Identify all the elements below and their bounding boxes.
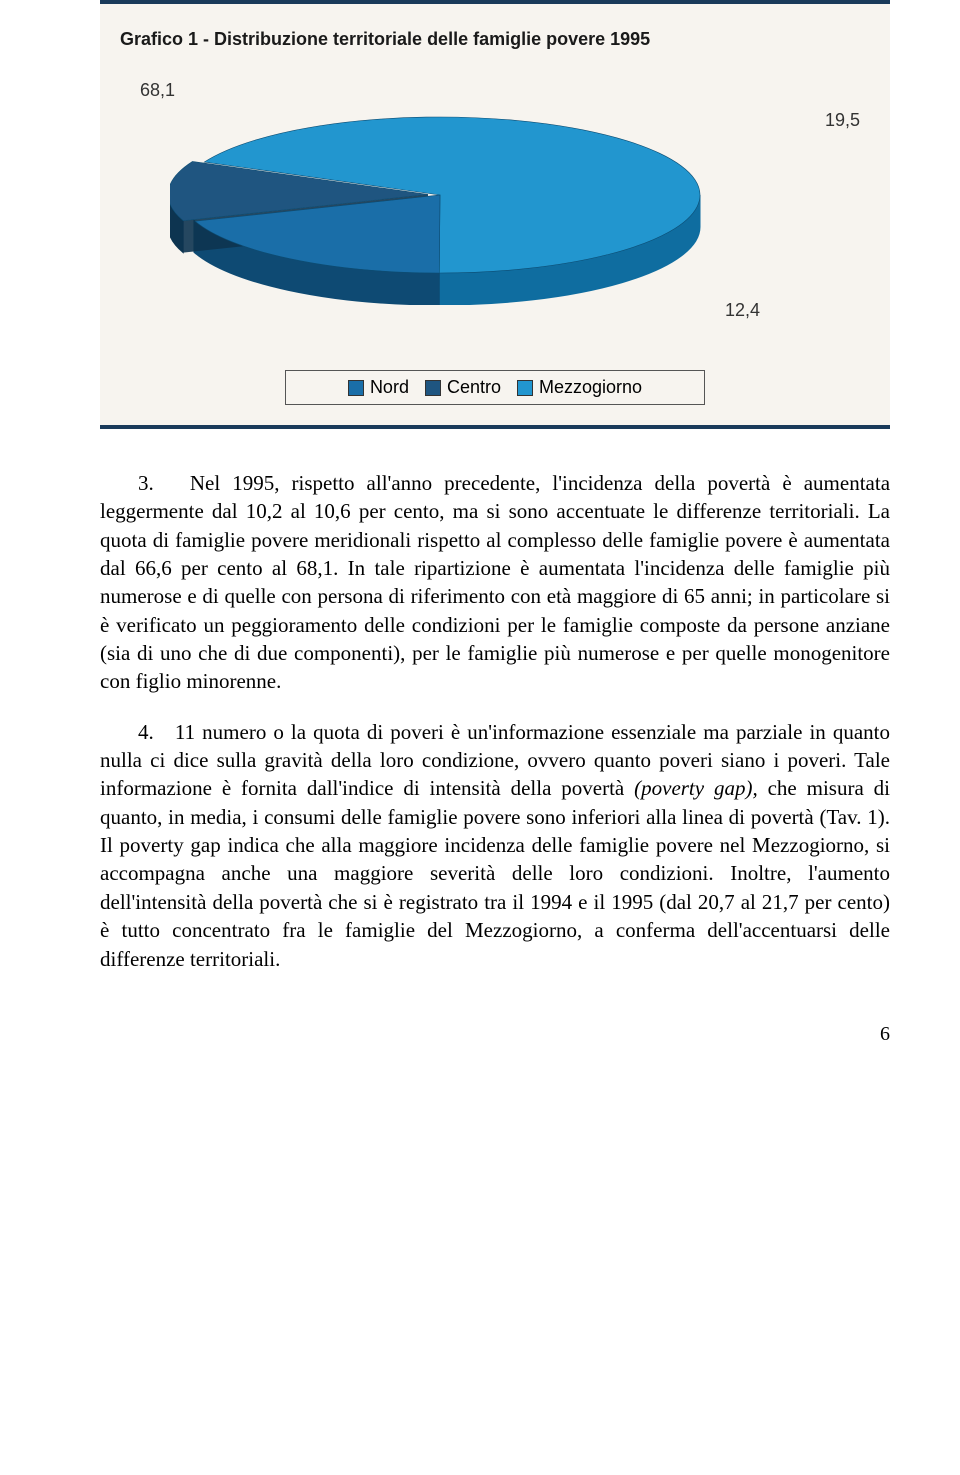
swatch-centro <box>425 380 441 396</box>
chart-area: 68,1 19,5 12,4 <box>120 80 870 360</box>
pie-chart <box>170 105 710 305</box>
swatch-mezzogiorno <box>517 380 533 396</box>
chart-title: Grafico 1 - Distribuzione territoriale d… <box>120 29 870 50</box>
document-page: Grafico 1 - Distribuzione territoriale d… <box>0 0 960 1086</box>
legend-label-centro: Centro <box>447 377 501 398</box>
callout-mezzogiorno: 68,1 <box>140 80 175 101</box>
body-text: 3. Nel 1995, rispetto all'anno precedent… <box>100 469 890 973</box>
legend-item-centro: Centro <box>425 377 501 398</box>
swatch-nord <box>348 380 364 396</box>
legend-label-nord: Nord <box>370 377 409 398</box>
para3-lead: 3. <box>138 471 154 495</box>
callout-centro: 12,4 <box>725 300 760 321</box>
para4-italic: (poverty gap), <box>634 776 758 800</box>
legend-item-nord: Nord <box>348 377 409 398</box>
paragraph-3: 3. Nel 1995, rispetto all'anno precedent… <box>100 469 890 696</box>
legend-label-mezzogiorno: Mezzogiorno <box>539 377 642 398</box>
chart-legend: Nord Centro Mezzogiorno <box>285 370 705 405</box>
paragraph-4: 4. 11 numero o la quota di poveri è un'i… <box>100 718 890 973</box>
callout-nord: 19,5 <box>825 110 860 131</box>
legend-item-mezzogiorno: Mezzogiorno <box>517 377 642 398</box>
page-number: 6 <box>100 1023 890 1046</box>
para3-text: Nel 1995, rispetto all'anno precedente, … <box>100 471 890 693</box>
para4-lead: 4. <box>138 720 154 744</box>
para4-text-b: che misura di quanto, in media, i consum… <box>100 776 890 970</box>
chart-container: Grafico 1 - Distribuzione territoriale d… <box>100 0 890 429</box>
